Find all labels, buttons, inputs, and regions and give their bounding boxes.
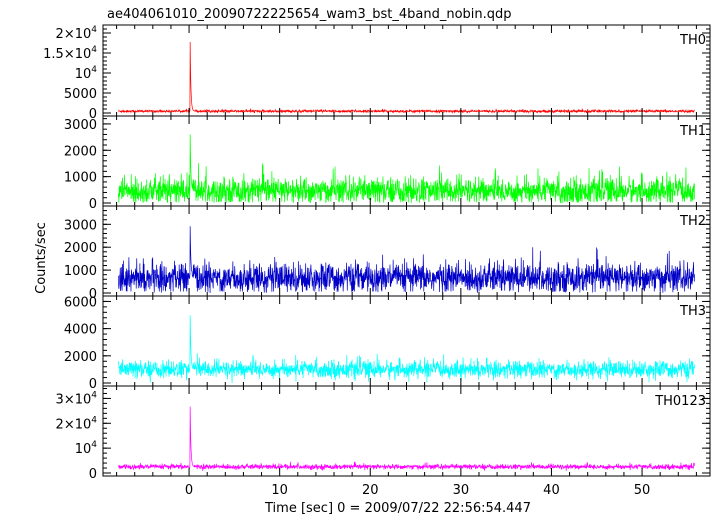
panel-label-th3: TH3 bbox=[679, 304, 706, 319]
y-tick-label: 3000 bbox=[64, 218, 97, 233]
panel-label-th0123: TH0123 bbox=[654, 394, 706, 409]
y-tick-label: 3000 bbox=[64, 118, 97, 133]
panel-label-th2: TH2 bbox=[679, 214, 706, 229]
y-tick-label: 1.5×104 bbox=[43, 45, 97, 62]
y-tick-label: 0 bbox=[89, 377, 97, 392]
y-tick-label: 104 bbox=[75, 440, 98, 457]
panel-label-th1: TH1 bbox=[679, 124, 706, 139]
y-tick-label: 4000 bbox=[64, 323, 97, 338]
y-tick-label: 0 bbox=[89, 287, 97, 302]
x-axis: 0 10 20 30 40 50 bbox=[185, 483, 650, 498]
y-tick-label: 2000 bbox=[64, 144, 97, 159]
x-tick-label: 10 bbox=[271, 483, 288, 498]
y-tick-label: 2000 bbox=[64, 241, 97, 256]
panel-th0123: 0 104 2×104 3×104 TH0123 bbox=[56, 385, 711, 482]
series-line-th0 bbox=[118, 41, 695, 114]
y-tick-label: 1000 bbox=[64, 171, 97, 186]
series-line-th1 bbox=[118, 134, 695, 204]
panel-th1: 0 1000 2000 3000 TH1 bbox=[64, 115, 711, 212]
y-tick-label: 1000 bbox=[64, 264, 97, 279]
y-tick-label: 0 bbox=[89, 467, 97, 482]
y-tick-label: 3×104 bbox=[56, 390, 98, 407]
series-line-th0123 bbox=[118, 406, 695, 471]
series-line-th2 bbox=[118, 226, 695, 293]
y-tick-label: 0 bbox=[89, 107, 97, 122]
y-tick-label: 5000 bbox=[64, 87, 97, 102]
y-axis-label: Counts/sec bbox=[34, 222, 49, 294]
x-tick-label: 0 bbox=[185, 483, 193, 498]
panel-th2: 0 1000 2000 3000 TH2 bbox=[64, 205, 711, 302]
panel-th0: 0 5000 104 1.5×104 2×104 TH0 bbox=[43, 24, 711, 122]
x-tick-label: 20 bbox=[362, 483, 379, 498]
y-tick-label: 2×104 bbox=[56, 25, 98, 42]
y-tick-label: 2×104 bbox=[56, 415, 98, 432]
y-tick-label: 0 bbox=[89, 197, 97, 212]
y-tick-label: 2000 bbox=[64, 350, 97, 365]
panel-frame bbox=[102, 24, 711, 117]
x-tick-label: 50 bbox=[634, 483, 651, 498]
panel-th3: 0 2000 4000 6000 TH3 bbox=[64, 295, 711, 392]
x-tick-label: 30 bbox=[453, 483, 470, 498]
y-tick-label: 104 bbox=[75, 65, 98, 82]
panel-frame bbox=[102, 385, 711, 477]
x-tick-label: 40 bbox=[543, 483, 560, 498]
chart-title: ae404061010_20090722225654_wam3_bst_4ban… bbox=[107, 7, 512, 22]
panel-label-th0: TH0 bbox=[679, 33, 706, 48]
series-line-th3 bbox=[118, 315, 695, 383]
y-tick-label: 6000 bbox=[64, 295, 97, 310]
x-axis-label: Time [sec] 0 = 2009/07/22 22:56:54.447 bbox=[264, 501, 531, 516]
